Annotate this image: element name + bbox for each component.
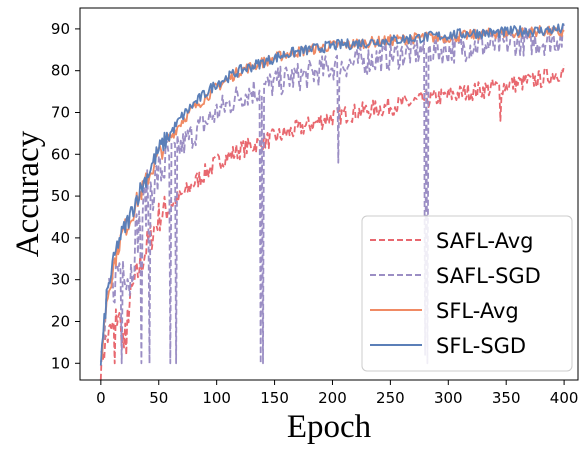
- y-tick-label: 90: [51, 20, 70, 38]
- y-axis-title: Accuracy: [10, 130, 46, 257]
- x-tick-label: 100: [202, 389, 231, 407]
- x-tick-label: 400: [550, 389, 579, 407]
- y-tick-label: 10: [51, 354, 70, 372]
- x-tick-label: 200: [318, 389, 347, 407]
- legend-label-safl-sgd: SAFL-SGD: [436, 264, 541, 288]
- x-tick-label: 350: [492, 389, 521, 407]
- legend-label-safl-avg: SAFL-Avg: [436, 229, 534, 253]
- series-line-safl-avg: [99, 64, 565, 380]
- y-tick-label: 20: [51, 312, 70, 330]
- series-line-sfl-sgd: [99, 23, 565, 366]
- y-axis-ticks: 10 20 30 40 50 60 70 80 90: [51, 20, 80, 372]
- x-tick-label: 150: [260, 389, 289, 407]
- series-line-safl-sgd: [100, 22, 565, 365]
- x-tick-label: 50: [149, 389, 168, 407]
- x-axis-ticks: 0 50 100 150 200 250 300 350 400: [96, 380, 578, 407]
- y-tick-label: 70: [51, 103, 70, 121]
- plot-frame: [79, 7, 579, 381]
- x-tick-label: 0: [96, 389, 106, 407]
- y-tick-label: 60: [51, 145, 70, 163]
- x-tick-label: 250: [376, 389, 405, 407]
- y-tick-label: 40: [51, 229, 70, 247]
- legend-box: [361, 215, 573, 372]
- y-tick-label: 50: [51, 187, 70, 205]
- x-axis-title: Epoch: [287, 409, 372, 445]
- legend-label-sfl-avg: SFL-Avg: [436, 299, 519, 323]
- x-tick-label: 300: [434, 389, 463, 407]
- legend: SAFL-Avg SAFL-SGD SFL-Avg SFL-SGD: [361, 215, 573, 372]
- y-tick-label: 80: [51, 62, 70, 80]
- y-tick-label: 30: [51, 271, 70, 289]
- legend-label-sfl-sgd: SFL-SGD: [436, 334, 526, 358]
- series-layer: [99, 22, 565, 380]
